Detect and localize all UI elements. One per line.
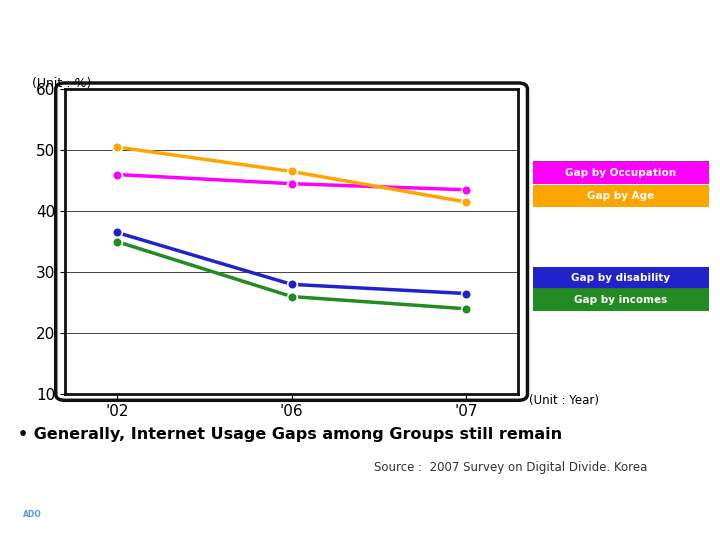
Text: (Unit : %): (Unit : %) [32,77,91,90]
Text: (Unit : Year): (Unit : Year) [529,394,599,407]
Text: Gap by incomes: Gap by incomes [575,295,667,305]
FancyBboxPatch shape [521,161,720,185]
Text: Gap by Age: Gap by Age [588,191,654,201]
Text: Source :  2007 Survey on Digital Divide. Korea: Source : 2007 Survey on Digital Divide. … [374,461,648,474]
FancyBboxPatch shape [521,266,720,290]
FancyBboxPatch shape [521,288,720,312]
Text: KOREA AGENCY FOR DIGITAL OPPORTUNITY & PROMOTION: KOREA AGENCY FOR DIGITAL OPPORTUNITY & P… [72,510,347,519]
Text: • Generally, Internet Usage Gaps among Groups still remain: • Generally, Internet Usage Gaps among G… [18,427,562,442]
FancyBboxPatch shape [521,184,720,208]
Text: ADO: ADO [23,510,42,519]
Text: Gap by Occupation: Gap by Occupation [565,168,677,178]
Text: Trend of Internet Usage Gap among Groups (2): Trend of Internet Usage Gap among Groups… [11,25,600,46]
Text: Gap by disability: Gap by disability [572,273,670,283]
Circle shape [0,500,234,529]
